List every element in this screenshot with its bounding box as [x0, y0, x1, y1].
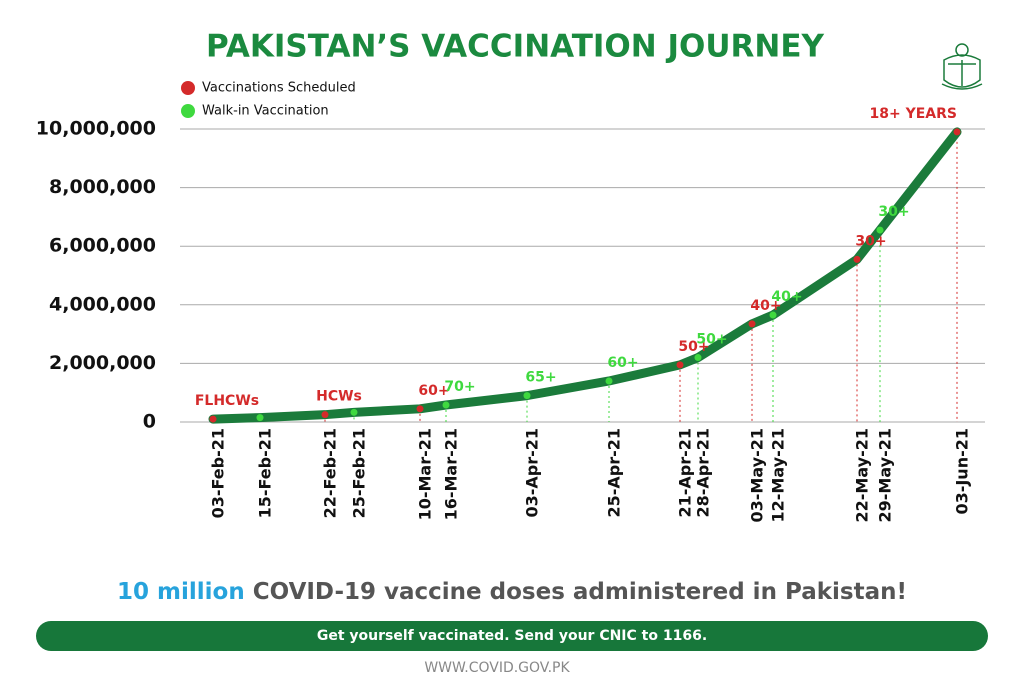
data-label: 70+ [444, 379, 475, 395]
footer: WWW.COVID.GOV.PK [424, 660, 570, 676]
data-label: HCWs [316, 389, 362, 405]
chart-title: PAKISTAN’S VACCINATION JOURNEY [206, 29, 825, 65]
x-tick-label: 25-Feb-21 [350, 428, 369, 518]
x-tick-label: 21-Apr-21 [676, 428, 695, 518]
legend-swatch [181, 81, 195, 95]
point [321, 411, 329, 419]
data-label: 50+ [678, 339, 709, 355]
data-label: FLHCWs [195, 393, 259, 409]
point [442, 401, 450, 409]
x-tick-label: 10-Mar-21 [416, 428, 435, 520]
data-label: 30+ [855, 233, 886, 249]
y-tick-label: 0 [143, 411, 156, 433]
emblem [941, 43, 983, 90]
data-label: 18+ YEARS [870, 106, 958, 122]
y-tick-label: 10,000,000 [36, 118, 156, 140]
x-tick-label: 25-Apr-21 [605, 428, 624, 518]
point [694, 354, 702, 362]
headline-text: COVID-19 vaccine doses administered in P… [253, 579, 907, 605]
point [209, 415, 217, 423]
data-label: 50+ [696, 332, 727, 348]
legend-label: Walk-in Vaccination [202, 104, 329, 119]
x-tick-label: 22-May-21 [853, 428, 872, 522]
data-label: 65+ [525, 370, 556, 386]
data-label: 40+ [771, 289, 802, 305]
point [876, 226, 884, 234]
point [769, 311, 777, 319]
point [605, 377, 613, 385]
x-tick-label: 28-Apr-21 [694, 428, 713, 518]
data-label: 60+ [607, 355, 638, 371]
x-tick-label: 15-Feb-21 [256, 428, 275, 518]
point [523, 392, 531, 400]
headline: 10 million COVID-19 vaccine doses admini… [117, 579, 907, 605]
y-tick-label: 6,000,000 [49, 235, 156, 257]
legend-label: Vaccinations Scheduled [202, 81, 356, 96]
banner: Get yourself vaccinated. Send your CNIC … [317, 628, 707, 644]
x-tick-label: 16-Mar-21 [442, 428, 461, 520]
y-tick-label: 4,000,000 [49, 293, 156, 315]
point [748, 320, 756, 328]
point [256, 414, 264, 422]
data-label: 30+ [878, 204, 909, 220]
legend-swatch [181, 104, 195, 118]
point [350, 408, 358, 416]
x-tick-label: 03-Feb-21 [209, 428, 228, 518]
y-tick-label: 2,000,000 [49, 352, 156, 374]
point [416, 405, 424, 413]
x-tick-label: 29-May-21 [876, 428, 895, 522]
x-tick-label: 03-Jun-21 [953, 428, 972, 515]
banner-bg [36, 621, 988, 651]
x-tick-label: 12-May-21 [769, 428, 788, 522]
y-tick-label: 8,000,000 [49, 176, 156, 198]
headline-highlight: 10 million [117, 579, 245, 605]
data-label: 40+ [750, 298, 781, 314]
point [676, 361, 684, 369]
x-tick-label: 03-May-21 [748, 428, 767, 522]
data-label: 60+ [418, 383, 449, 399]
x-tick-label: 22-Feb-21 [321, 428, 340, 518]
point [853, 255, 861, 263]
point [953, 128, 961, 136]
x-tick-label: 03-Apr-21 [523, 428, 542, 518]
